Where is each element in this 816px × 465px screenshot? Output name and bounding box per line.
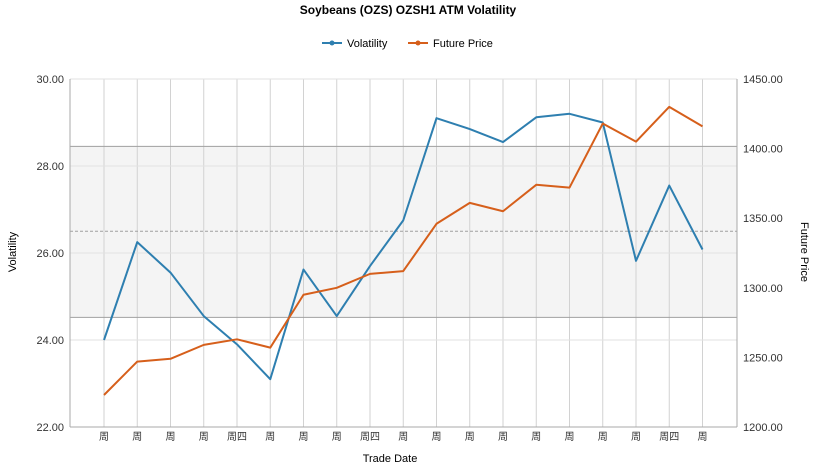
x-tick-label: 周 [465, 431, 475, 443]
legend-marker [329, 40, 335, 46]
x-tick-label: 周 [332, 431, 342, 443]
y2-tick-label: 1200.00 [743, 422, 783, 434]
y-tick-label: 24.00 [36, 335, 64, 347]
x-tick-label: 周 [698, 431, 708, 443]
y2-axis-label: Future Price [798, 222, 810, 282]
y2-tick-label: 1250.00 [743, 352, 783, 364]
x-tick-label: 周四 [360, 431, 380, 443]
x-tick-label: 周 [398, 431, 408, 443]
x-tick-label: 周 [99, 431, 109, 443]
y-tick-label: 28.00 [36, 161, 64, 173]
x-tick-label: 周 [498, 431, 508, 443]
legend-marker [415, 40, 421, 46]
x-tick-label: 周 [631, 431, 641, 443]
y2-tick-label: 1400.00 [743, 144, 783, 156]
series-line-volatility [103, 112, 704, 381]
y-axis-label: Volatility [7, 231, 19, 272]
chart-title: Soybeans (OZS) OZSH1 ATM Volatility [300, 3, 517, 17]
x-tick-label: 周 [299, 431, 309, 443]
x-tick-label: 周 [166, 431, 176, 443]
x-tick-label: 周四 [227, 431, 247, 443]
legend-label: Future Price [433, 38, 493, 50]
legend-label: Volatility [347, 38, 388, 50]
x-tick-label: 周 [132, 431, 142, 443]
plot-area: 22.00 24.00 26.00 28.00 30.00 1200.00 1250.00 1… [36, 74, 782, 443]
x-tick-label: 周 [598, 431, 608, 443]
y-tick-label: 22.00 [36, 422, 64, 434]
x-axis-label: Trade Date [363, 453, 418, 465]
y-tick-label: 30.00 [36, 74, 64, 86]
x-tick-label: 周 [531, 431, 541, 443]
y2-tick-label: 1350.00 [743, 213, 783, 225]
y-tick-label: 26.00 [36, 248, 64, 260]
x-tick-label: 周 [199, 431, 209, 443]
y2-tick-label: 1300.00 [743, 283, 783, 295]
legend: Volatility Future Price [322, 38, 493, 50]
x-tick-label: 周 [432, 431, 442, 443]
series-line-future-price [103, 105, 704, 396]
y2-tick-label: 1450.00 [743, 74, 783, 86]
x-tick-label: 周 [565, 431, 575, 443]
x-tick-label: 周四 [659, 431, 679, 443]
x-tick-label: 周 [265, 431, 275, 443]
